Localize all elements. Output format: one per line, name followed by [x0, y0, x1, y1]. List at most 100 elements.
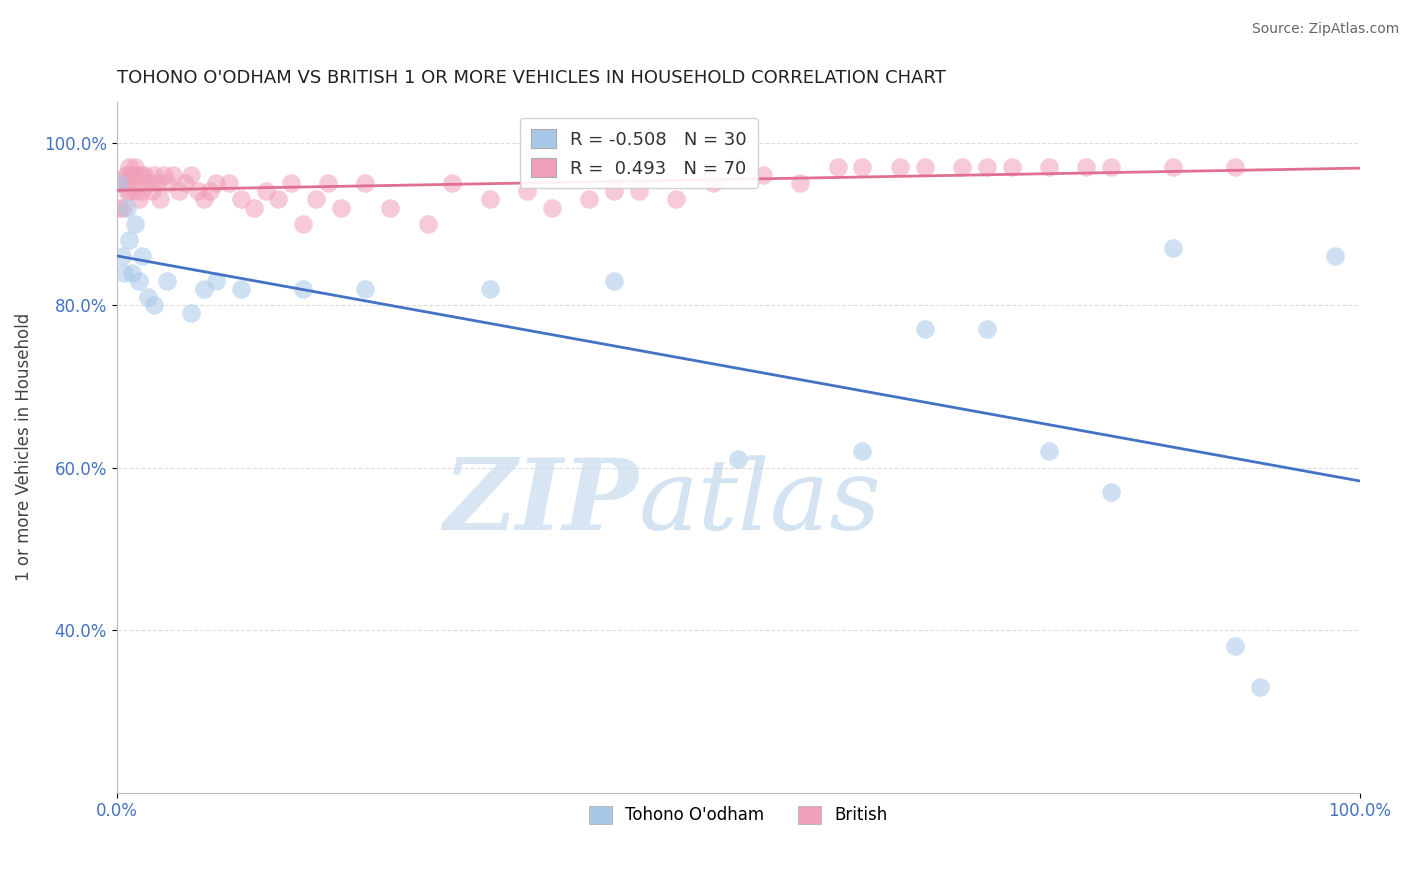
Point [118, 185, 141, 199]
Point [124, 217, 146, 231]
Point [1099, 160, 1122, 174]
Point [316, 176, 339, 190]
Point [115, 185, 138, 199]
Point [122, 168, 145, 182]
Point [914, 322, 936, 336]
Point [1099, 485, 1122, 500]
Point [280, 176, 302, 190]
Point [292, 282, 315, 296]
Text: TOHONO O'ODHAM VS BRITISH 1 OR MORE VEHICLES IN HOUSEHOLD CORRELATION CHART: TOHONO O'ODHAM VS BRITISH 1 OR MORE VEHI… [117, 69, 946, 87]
Point [143, 168, 166, 182]
Text: ZIP: ZIP [444, 454, 638, 551]
Point [1225, 160, 1247, 174]
Point [205, 274, 228, 288]
Point [727, 160, 749, 174]
Y-axis label: 1 or more Vehicles in Household: 1 or more Vehicles in Household [15, 313, 32, 582]
Point [110, 176, 132, 190]
Point [143, 298, 166, 312]
Point [441, 176, 464, 190]
Point [187, 185, 209, 199]
Point [136, 290, 159, 304]
Point [380, 201, 402, 215]
Point [145, 176, 167, 190]
Point [155, 274, 177, 288]
Point [218, 176, 240, 190]
Point [1000, 160, 1022, 174]
Point [118, 160, 141, 174]
Point [112, 201, 135, 215]
Point [329, 201, 352, 215]
Point [603, 274, 626, 288]
Text: atlas: atlas [638, 455, 882, 550]
Point [354, 282, 377, 296]
Point [1038, 444, 1060, 458]
Point [702, 176, 724, 190]
Point [665, 193, 688, 207]
Point [254, 185, 277, 199]
Point [198, 185, 221, 199]
Point [1323, 249, 1346, 263]
Point [127, 168, 149, 182]
Point [134, 168, 156, 182]
Point [1074, 160, 1097, 174]
Point [180, 306, 202, 320]
Point [108, 201, 131, 215]
Point [167, 185, 190, 199]
Point [111, 249, 134, 263]
Point [827, 160, 849, 174]
Point [205, 176, 228, 190]
Point [131, 185, 153, 199]
Point [242, 201, 264, 215]
Point [114, 168, 136, 182]
Point [131, 168, 153, 182]
Point [1249, 680, 1271, 694]
Point [950, 160, 973, 174]
Point [851, 444, 873, 458]
Point [115, 201, 138, 215]
Point [305, 193, 328, 207]
Point [627, 185, 650, 199]
Point [193, 193, 215, 207]
Point [516, 185, 538, 199]
Point [1225, 640, 1247, 654]
Point [478, 282, 501, 296]
Point [136, 176, 159, 190]
Point [1038, 160, 1060, 174]
Point [193, 282, 215, 296]
Point [108, 176, 131, 190]
Point [1161, 160, 1184, 174]
Point [914, 160, 936, 174]
Point [416, 217, 439, 231]
Point [149, 193, 172, 207]
Point [153, 168, 176, 182]
Point [128, 274, 150, 288]
Point [180, 168, 202, 182]
Point [789, 176, 811, 190]
Point [112, 266, 135, 280]
Point [112, 176, 135, 190]
Point [1161, 241, 1184, 255]
Point [162, 168, 184, 182]
Point [118, 233, 141, 247]
Point [229, 193, 252, 207]
Point [131, 249, 153, 263]
Text: Source: ZipAtlas.com: Source: ZipAtlas.com [1251, 22, 1399, 37]
Legend: Tohono O'odham, British: Tohono O'odham, British [581, 797, 896, 832]
Point [141, 185, 163, 199]
Point [354, 176, 377, 190]
Point [267, 193, 290, 207]
Point [752, 168, 775, 182]
Point [292, 217, 315, 231]
Point [121, 168, 143, 182]
Point [121, 266, 143, 280]
Point [124, 160, 146, 174]
Point [851, 160, 873, 174]
Point [478, 193, 501, 207]
Point [155, 176, 177, 190]
Point [889, 160, 911, 174]
Point [578, 193, 600, 207]
Point [115, 168, 138, 182]
Point [124, 185, 146, 199]
Point [229, 282, 252, 296]
Point [603, 185, 626, 199]
